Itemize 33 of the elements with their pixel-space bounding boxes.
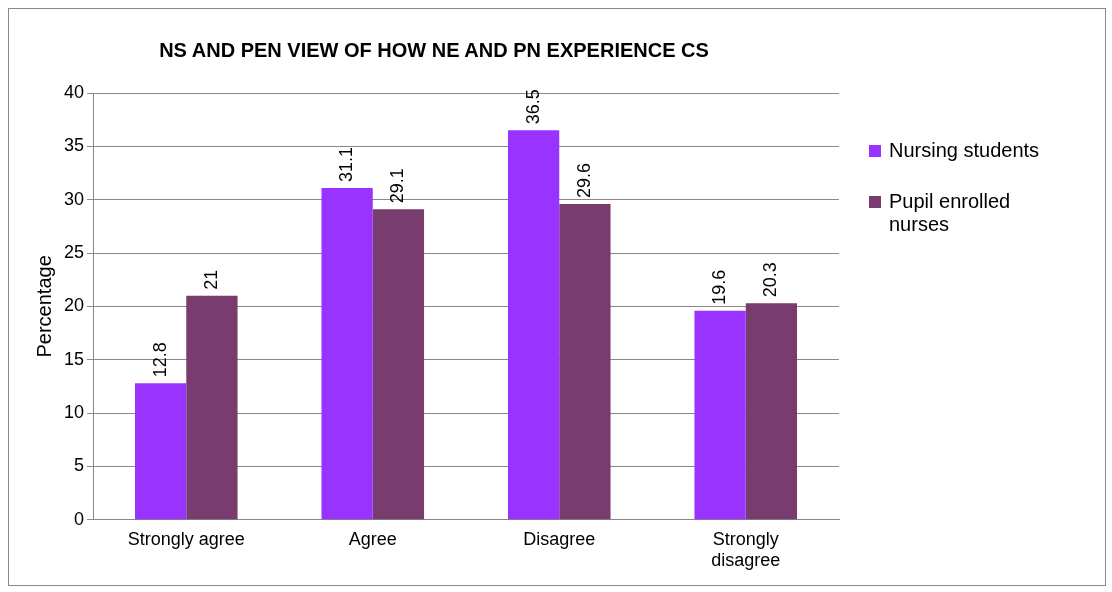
data-label: 29.1 — [387, 168, 408, 204]
bar — [134, 383, 187, 520]
y-tick-label: 25 — [63, 242, 85, 263]
bar — [507, 130, 560, 520]
y-tick-label: 10 — [63, 402, 85, 423]
y-tick-label: 15 — [63, 348, 85, 369]
data-label: 36.5 — [522, 89, 543, 125]
chart-title: NS AND PEN VIEW OF HOW NE AND PN EXPERIENCE CS — [159, 38, 709, 61]
bar — [745, 303, 798, 520]
y-tick-label: 40 — [63, 81, 85, 102]
x-tick-label: Strongly agree — [127, 528, 245, 549]
data-label: 20.3 — [760, 262, 781, 298]
y-axis-title: Percentage — [32, 255, 55, 358]
data-label: 21 — [200, 269, 221, 290]
bar — [321, 187, 373, 520]
legend-label: Pupil enrolled nurses — [889, 190, 1012, 236]
data-label: 29.6 — [573, 162, 594, 198]
y-tick-label: 20 — [63, 295, 85, 316]
x-tick-label: Strongly disagree — [711, 528, 781, 571]
bar — [372, 209, 425, 520]
y-tick-label: 30 — [63, 188, 85, 209]
bar — [186, 295, 238, 520]
bar — [559, 203, 611, 520]
y-tick-label: 0 — [74, 508, 85, 529]
y-tick-label: 5 — [74, 455, 85, 476]
y-tick-label: 35 — [63, 135, 85, 156]
x-tick-label: Disagree — [523, 528, 596, 549]
bar — [694, 310, 746, 520]
x-tick-label: Agree — [348, 528, 397, 549]
data-label: 19.6 — [709, 269, 730, 305]
data-label: 12.8 — [149, 342, 170, 378]
legend-label: Nursing students — [889, 139, 1041, 162]
data-label: 31.1 — [336, 146, 357, 182]
